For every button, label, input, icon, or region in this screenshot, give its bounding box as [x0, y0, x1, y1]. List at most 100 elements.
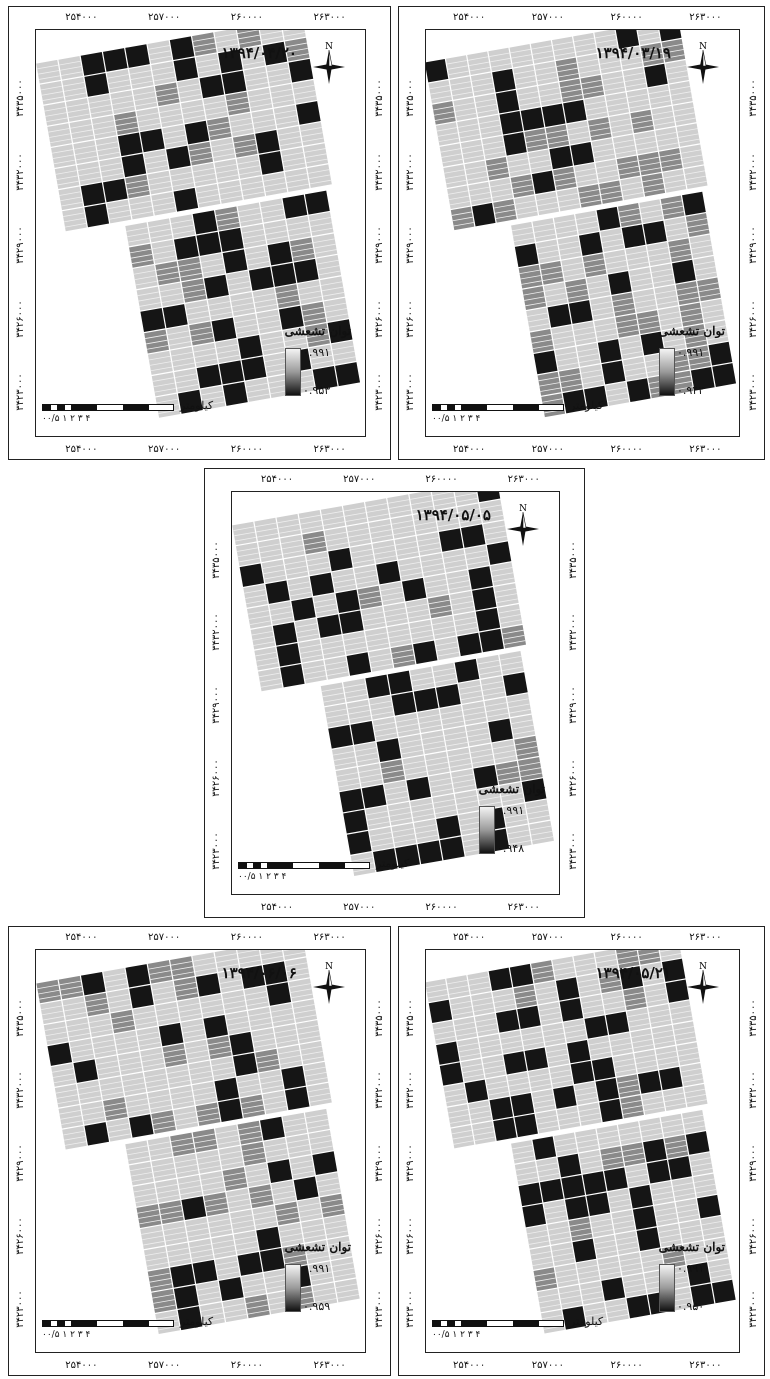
- field-parcel: [657, 30, 682, 42]
- field-parcel: [331, 568, 357, 593]
- field-row-line: [705, 325, 726, 330]
- field-parcel: [69, 1038, 95, 1062]
- field-parcel: [447, 747, 472, 772]
- field-row-line: [78, 171, 101, 177]
- field-row-line: [476, 103, 497, 109]
- field-row-line: [665, 184, 686, 190]
- field-parcel: [682, 1109, 706, 1134]
- field-parcel: [266, 62, 291, 87]
- field-row-line: [109, 84, 131, 90]
- field-row-line: [623, 1152, 644, 1158]
- field-row-line: [673, 1187, 695, 1192]
- field-parcel: [196, 231, 222, 256]
- field-parcel: [637, 151, 662, 176]
- field-row-line: [172, 182, 194, 187]
- field-row-line: [232, 302, 254, 308]
- field-parcel: [410, 666, 435, 691]
- field-row-line: [164, 134, 186, 140]
- field-row-line: [621, 56, 642, 61]
- field-row-line: [332, 573, 354, 579]
- y-tick-right-label: ۳۴۲۶۰۰۰: [568, 759, 579, 797]
- field-row-line: [458, 128, 480, 134]
- field-row-line: [149, 1278, 171, 1283]
- field-parcel: [188, 1060, 214, 1085]
- field-row-line: [660, 950, 681, 953]
- field-row-line: [130, 1171, 153, 1177]
- field-row-line: [513, 730, 535, 735]
- field-parcel: [391, 691, 417, 716]
- field-row-line: [297, 633, 319, 639]
- field-row-line: [154, 387, 176, 393]
- field-parcel: [299, 122, 325, 146]
- y-tick-left-label: ۳۴۲۳۰۰۰: [405, 373, 416, 411]
- field-row-line: [657, 1055, 678, 1061]
- field-parcel: [317, 614, 342, 638]
- field-row-line: [192, 37, 215, 42]
- field-row-line: [322, 516, 344, 521]
- field-row-line: [657, 300, 678, 306]
- field-row-line: [299, 1207, 321, 1213]
- field-row-line: [208, 1045, 231, 1051]
- field-row-line: [179, 88, 201, 94]
- field-row-line: [388, 633, 411, 639]
- field-row-line: [309, 1134, 331, 1140]
- field-row-line: [460, 821, 482, 827]
- x-tick-bottom: ۲۶۰۰۰۰: [425, 902, 458, 913]
- field-row-line: [625, 1289, 646, 1294]
- field-row-line: [624, 77, 645, 83]
- field-row-line: [283, 1117, 305, 1123]
- field-parcel: [416, 532, 442, 556]
- field-row-line: [655, 289, 676, 295]
- field-row-line: [243, 1152, 265, 1157]
- field-row-line: [542, 1027, 564, 1033]
- field-parcel: [473, 764, 499, 789]
- field-row-line: [37, 984, 59, 990]
- field-row-line: [324, 1219, 346, 1225]
- field-parcel: [143, 149, 169, 174]
- field-row-line: [546, 1215, 567, 1220]
- field-row-line: [273, 1190, 295, 1196]
- field-row-line: [282, 30, 305, 32]
- field-row-line: [635, 304, 657, 309]
- field-row-line: [619, 213, 641, 218]
- x-tick-top: ۲۵۷۰۰۰: [147, 12, 181, 23]
- field-parcel: [173, 1153, 199, 1178]
- x-tick-bottom: ۲۶۳۰۰۰: [313, 444, 346, 455]
- field-row-line: [610, 1037, 631, 1042]
- field-row-line: [528, 815, 550, 820]
- field-row-line: [586, 1317, 607, 1323]
- field-row-line: [142, 1057, 164, 1063]
- field-parcel: [428, 772, 454, 797]
- field-row-line: [638, 156, 659, 162]
- field-row-line: [349, 715, 371, 720]
- field-parcel: [398, 734, 424, 759]
- field-parcel: [668, 1156, 692, 1180]
- field-parcel: [668, 238, 692, 263]
- field-row-line: [279, 1055, 301, 1060]
- field-parcel: [390, 644, 416, 668]
- field-row-line: [541, 1017, 562, 1022]
- field-row-line: [286, 570, 308, 576]
- field-row-line: [77, 166, 100, 171]
- field-row-line: [448, 195, 470, 201]
- field-parcel: [499, 650, 524, 675]
- field-parcel: [493, 199, 517, 223]
- field-row-line: [256, 1053, 278, 1059]
- field-row-line: [139, 1042, 161, 1047]
- field-row-line: [306, 1250, 329, 1255]
- field-row-line: [226, 96, 248, 102]
- field-parcel: [601, 360, 626, 385]
- field-row-line: [652, 273, 673, 279]
- field-row-line: [536, 71, 557, 76]
- field-row-line: [52, 154, 75, 159]
- field-row-line: [517, 751, 539, 756]
- field-row-line: [255, 1221, 277, 1226]
- field-parcel: [537, 371, 562, 396]
- field-row-line: [579, 69, 600, 74]
- field-parcel: [379, 581, 405, 606]
- field-parcel: [620, 176, 644, 201]
- field-row-line: [532, 1261, 553, 1267]
- field-parcel: [287, 576, 313, 600]
- field-row-line: [580, 1285, 602, 1291]
- field-row-line: [294, 90, 316, 95]
